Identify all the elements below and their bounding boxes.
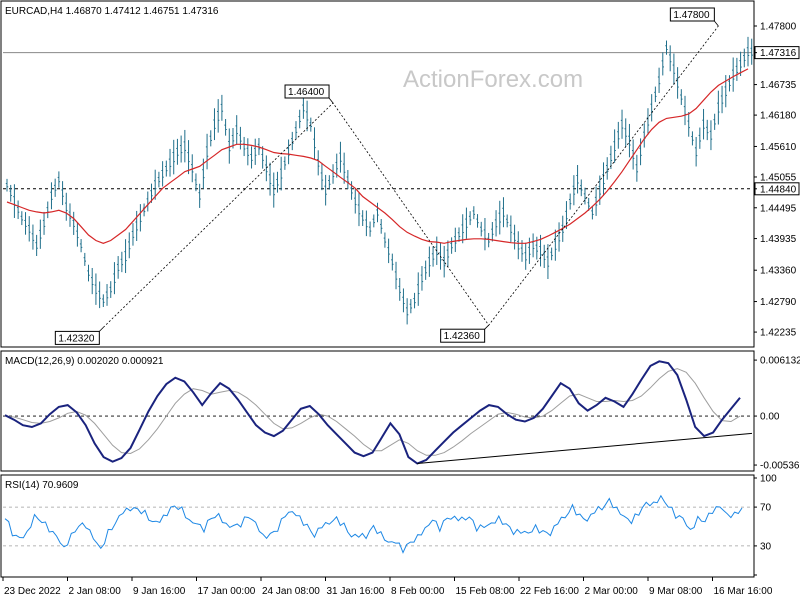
price-axis-label: 1.45610 [760, 142, 797, 153]
price-annotation-pointer [714, 20, 719, 27]
x-axis-label: 17 Jan 00:00 [198, 586, 256, 597]
rsi-panel-frame [0, 474, 755, 578]
price-annotation-box [284, 84, 330, 99]
price-annotation-pointer [484, 324, 489, 330]
price-axis-label: 1.45055 [760, 172, 797, 183]
rsi-axis-label: 30 [760, 541, 772, 552]
price-axis-label: 1.47316 [760, 48, 797, 59]
macd-trendline [417, 432, 753, 465]
price-annotation-pointer [99, 327, 104, 332]
rsi-axis-label: 70 [760, 503, 772, 514]
x-axis-label: 23 Dec 2022 [4, 586, 61, 597]
price-annotations: 1.42320 1.46400 1.42360 1.47800 [54, 7, 719, 345]
macd-panel-frame [0, 350, 755, 472]
macd-header: MACD(12,26,9) 0.002020 0.000921 [5, 356, 164, 367]
price-lines [6, 25, 749, 328]
x-axis-label: 2 Jan 08:00 [69, 586, 122, 597]
price-axis-label: 1.47800 [760, 22, 797, 33]
price-header: EURCAD,H4 1.46870 1.47412 1.46751 1.4731… [5, 6, 219, 17]
price-annotation-box [440, 328, 486, 343]
macd-axis-label: 0.00 [760, 412, 780, 423]
price-axis-label: 1.43935 [760, 234, 797, 245]
macd-line [4, 360, 741, 465]
rsi-header: RSI(14) 70.9609 [5, 480, 79, 491]
price-axis-label: 1.44495 [760, 203, 797, 214]
price-candles [5, 36, 753, 325]
x-axis-label: 8 Feb 00:00 [391, 586, 445, 597]
price-axis-label: 1.46180 [760, 111, 797, 122]
price-annotation-label: 1.46400 [288, 87, 325, 98]
x-axis-label: 16 Mar 16:00 [714, 586, 773, 597]
rsi-axis-label: 100 [760, 474, 777, 485]
macd-axis-label: 0.006132 [760, 356, 800, 367]
macd-axis: 0.006132 0.00 -0.005367 [754, 356, 800, 472]
x-axis-label: 31 Jan 16:00 [327, 586, 385, 597]
price-axis-label: 1.42235 [760, 328, 797, 339]
x-axis-label: 24 Jan 08:00 [262, 586, 320, 597]
watermark: ActionForex.com [403, 66, 583, 93]
macd-lines [4, 360, 753, 465]
x-axis: 23 Dec 2022 2 Jan 08:00 9 Jan 16:00 17 Jan … [2, 577, 773, 597]
rsi-line [4, 494, 743, 554]
price-annotation-label: 1.42360 [444, 331, 481, 342]
price-panel-frame [0, 0, 755, 348]
swing-connector [103, 25, 719, 328]
macd-axis-label: -0.005367 [760, 461, 800, 472]
price-annotation-label: 1.47800 [673, 10, 710, 21]
price-axis-label: 1.46735 [760, 80, 797, 91]
price-annotation-box [54, 330, 100, 345]
price-annotation-pointer [328, 97, 334, 104]
moving-average-line [6, 68, 749, 244]
price-axis-label: 1.44840 [760, 184, 797, 195]
rsi-grid [3, 506, 752, 547]
x-axis-label: 2 Mar 00:00 [585, 586, 639, 597]
rsi-axis: 100 70 30 [754, 474, 777, 576]
x-axis-label: 9 Mar 08:00 [649, 586, 703, 597]
price-grid [3, 52, 752, 190]
x-axis-label: 15 Feb 08:00 [456, 586, 515, 597]
rsi-lines [4, 494, 743, 554]
price-axis-label: 1.43360 [760, 266, 797, 277]
x-axis-label: 9 Jan 16:00 [133, 586, 186, 597]
price-annotation-box [669, 7, 715, 22]
x-axis-label: 22 Feb 16:00 [520, 586, 579, 597]
price-annotation-label: 1.42320 [58, 333, 95, 344]
price-axis: 1.47800 1.47316 1.46735 1.46180 1.45610 1.450… [754, 22, 800, 339]
price-axis-label: 1.42790 [760, 297, 797, 308]
